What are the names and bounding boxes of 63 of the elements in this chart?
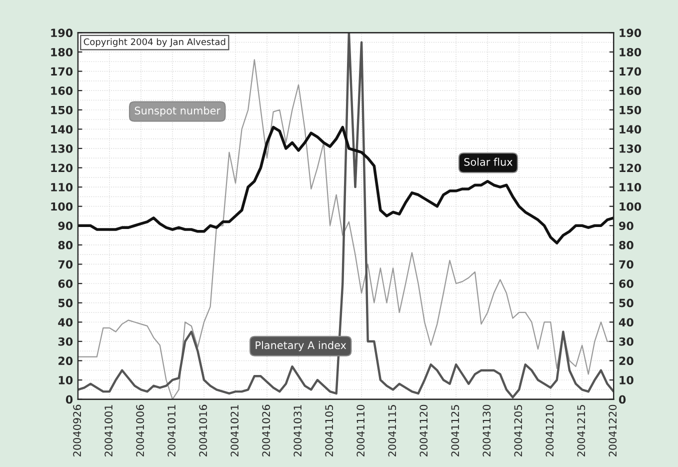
y-tick-label: 180 [51, 48, 73, 56]
line-series [78, 126, 614, 244]
y-tick-label: 40 [58, 318, 73, 326]
y2-tick-label: 30 [619, 337, 634, 346]
y-tick-label: 130 [51, 144, 73, 153]
y2-tick-label: 90 [619, 222, 634, 230]
x-tick-label: 20041120 [420, 404, 428, 456]
x-tick-label: 20041011 [168, 405, 176, 456]
x-tick-label: 20041001 [104, 405, 112, 456]
y2-tick-label: 70 [619, 260, 634, 269]
series-label: Planetary A index [256, 341, 346, 352]
y-tick-label: 140 [51, 125, 73, 134]
y-tick-label: 110 [51, 183, 73, 192]
x-tick-label: 20041105 [325, 405, 334, 456]
y2-tick-label: 80 [619, 240, 634, 250]
y-tick-label: 170 [51, 67, 73, 76]
series-label: Solar flux [464, 158, 512, 166]
x-tick-label: 20041021 [230, 405, 239, 456]
y2-tick-label: 10 [620, 376, 634, 384]
y-tick-label: 50 [58, 298, 73, 308]
y-tick-label: 20 [58, 356, 73, 366]
y2-tick-label: 150 [620, 106, 642, 114]
y2-tick-label: 170 [620, 67, 642, 76]
y-tick-label: 100 [51, 202, 73, 211]
y2-tick-label: 40 [618, 318, 634, 326]
y-tick-label: 0 [66, 395, 73, 404]
y2-tick-label: 110 [620, 183, 642, 192]
y2-tick-label: 60 [619, 279, 634, 288]
text: Sunspot number [134, 106, 220, 117]
x-tick-label: 20041115 [388, 405, 396, 456]
y-tick-label: 150 [51, 106, 73, 114]
x-tick-label: 20041210 [546, 404, 554, 456]
x-tick-label: 20040926 [73, 404, 81, 456]
y-tick-label: 160 [51, 86, 73, 95]
x-tick-label: 20041110 [356, 404, 365, 456]
x-tick-label: 20041125 [451, 405, 460, 456]
y2-tick-label: 100 [620, 202, 642, 211]
x-tick-label: 20041215 [577, 405, 586, 456]
y-tick-label: 10 [58, 376, 73, 384]
y2-tick-label: 50 [619, 298, 634, 308]
y-tick-label: 70 [58, 260, 73, 269]
x-tick-label: 20041205 [514, 405, 522, 456]
y2-tick-label: 0 [618, 395, 626, 404]
y-tick-label: 30 [58, 337, 73, 346]
x-tick-label: 20041031 [294, 405, 302, 456]
y-tick-label: 90 [58, 222, 73, 230]
y2-tick-label: 160 [620, 86, 642, 95]
y-tick-label: 190 [51, 28, 73, 38]
y-tick-label: 80 [58, 240, 73, 250]
y2-tick-label: 20 [619, 356, 634, 366]
y2-tick-label: 120 [620, 164, 642, 172]
y2-tick-label: 180 [620, 48, 642, 56]
y2-tick-label: 140 [620, 125, 642, 134]
x-tick-label: 20041026 [262, 404, 270, 456]
x-tick-label: 20041220 [608, 404, 617, 456]
x-tick-label: 20041016 [199, 404, 208, 456]
y2-tick-label: 130 [620, 144, 642, 153]
annotation: Copyright 2004 by Jan Alvestad [84, 38, 226, 47]
x-tick-label: 20041130 [482, 404, 491, 456]
y-tick-label: 120 [51, 164, 73, 172]
y2-tick-label: 190 [620, 28, 642, 38]
y-tick-label: 60 [58, 279, 73, 288]
x-tick-label: 20041006 [136, 404, 144, 456]
